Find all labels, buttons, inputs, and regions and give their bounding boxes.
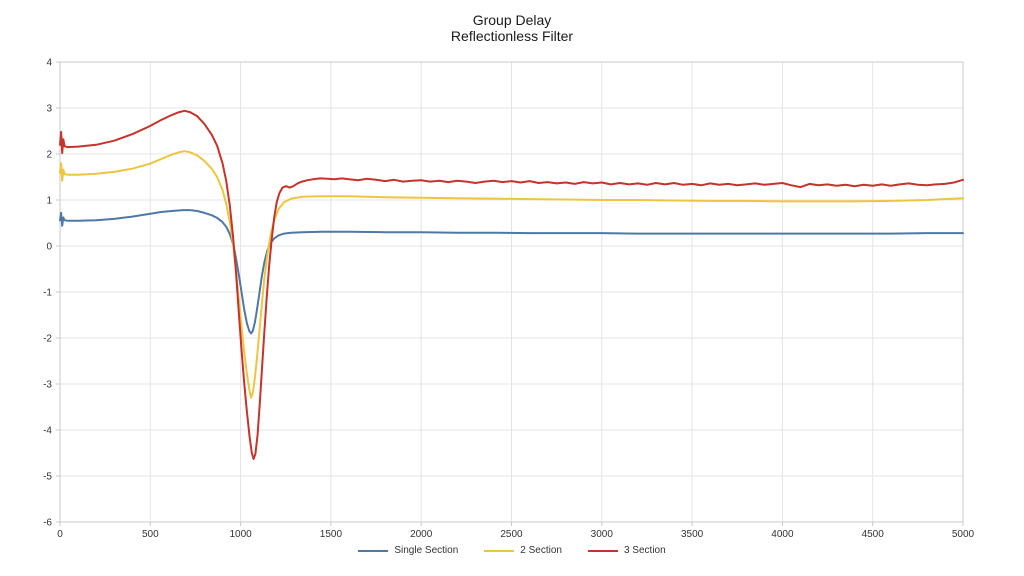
x-tick-label: 3000 [591,529,614,540]
legend-label-2-section: 2 Section [520,545,562,556]
y-tick-label: 3 [46,104,52,115]
y-tick-label: -6 [43,518,52,529]
x-tick-label: 3500 [681,529,704,540]
legend-label-3-section: 3 Section [623,545,666,556]
y-tick-label: -4 [43,426,52,437]
legend-swatch-3-section [587,549,618,552]
legend-swatch-single-section [358,549,389,552]
chart-legend: Single Section 2 Section 3 Section [0,545,1024,556]
series-line-single-section [59,209,964,335]
x-tick-label: 1000 [229,529,252,540]
series-line-2-section [59,150,964,399]
legend-swatch-2-section [484,549,515,552]
legend-label-single-section: Single Section [394,545,459,556]
x-tick-label: 2500 [500,529,523,540]
y-tick-label: -3 [43,380,52,391]
legend-item-single-section: Single Section [358,545,458,556]
chart-title-line2: Reflectionless Filter [450,28,574,44]
y-tick-label: -2 [43,334,52,345]
y-tick-label: 2 [46,150,52,161]
y-tick-label: 1 [46,196,52,207]
x-tick-label: 1500 [320,529,343,540]
y-tick-label: -5 [43,472,52,483]
chart-title-line1: Group Delay [472,12,552,28]
y-tick-label: 0 [46,242,52,253]
y-tick-label: -1 [43,288,52,299]
x-tick-label: 0 [57,529,63,540]
x-tick-label: 5000 [952,529,975,540]
x-tick-label: 4000 [771,529,794,540]
series-line-3-section [59,109,964,460]
legend-item-2-section: 2 Section [484,545,562,556]
chart-title: Group Delay Reflectionless Filter [0,12,1024,44]
y-tick-label: 4 [46,58,52,69]
x-tick-label: 4500 [862,529,885,540]
x-tick-label: 500 [142,529,159,540]
x-tick-label: 2000 [410,529,433,540]
legend-item-3-section: 3 Section [587,545,666,556]
